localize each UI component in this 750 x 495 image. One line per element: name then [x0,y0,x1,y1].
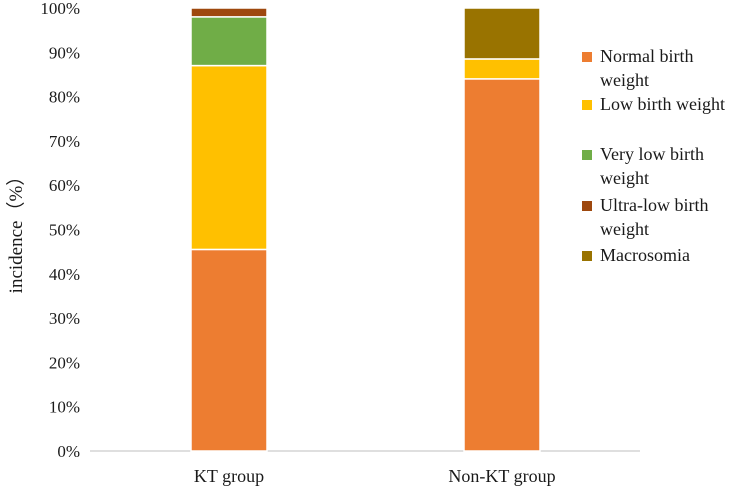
y-tick-label: 0% [57,442,80,461]
legend-item: Macrosomia [582,245,690,265]
y-tick-label: 100% [40,0,80,18]
bar-segment [463,78,541,452]
legend-swatch [582,150,592,160]
legend-label: Macrosomia [600,245,690,265]
y-tick-label: 50% [49,221,80,240]
y-tick-label: 30% [49,309,80,328]
legend: Normal birth weight Low birth weight Very l… [582,46,725,265]
y-tick-label: 40% [49,265,80,284]
bar-segment [190,64,268,251]
legend-item: Ultra-low birth weight [582,195,708,239]
bar-segment [190,16,268,67]
legend-swatch [582,251,592,261]
legend-label: Ultra-low birth weight [600,195,708,239]
y-tick-label: 20% [49,353,80,372]
bar-segment [463,58,541,80]
axes: 0% 10% 20% 30% 40% 50% 60% 70% 80% 90% 100% KT grou… [40,0,640,486]
legend-swatch [582,100,592,110]
legend-item: Very low birth weight [582,144,704,188]
bars [190,7,541,452]
legend-item: Low birth weight [582,94,725,114]
x-tick-label: KT group [194,466,264,486]
y-tick-label: 60% [49,176,80,195]
y-tick-label: 90% [49,43,80,62]
legend-label: Low birth weight [600,94,725,114]
x-tick-label: Non-KT group [448,466,555,486]
legend-swatch [582,201,592,211]
y-tick-label: 70% [49,132,80,151]
y-axis-title: incidence（%） [5,167,27,294]
legend-label: Very low birth weight [600,144,704,188]
legend-swatch [582,52,592,62]
bar-segment [190,7,268,18]
bar-segment [463,7,541,60]
legend-item: Normal birth weight [582,46,693,90]
y-tick-label: 80% [49,88,80,107]
y-tick-label: 10% [49,398,80,417]
legend-label: Normal birth weight [600,46,693,90]
bar-segment [190,248,268,452]
